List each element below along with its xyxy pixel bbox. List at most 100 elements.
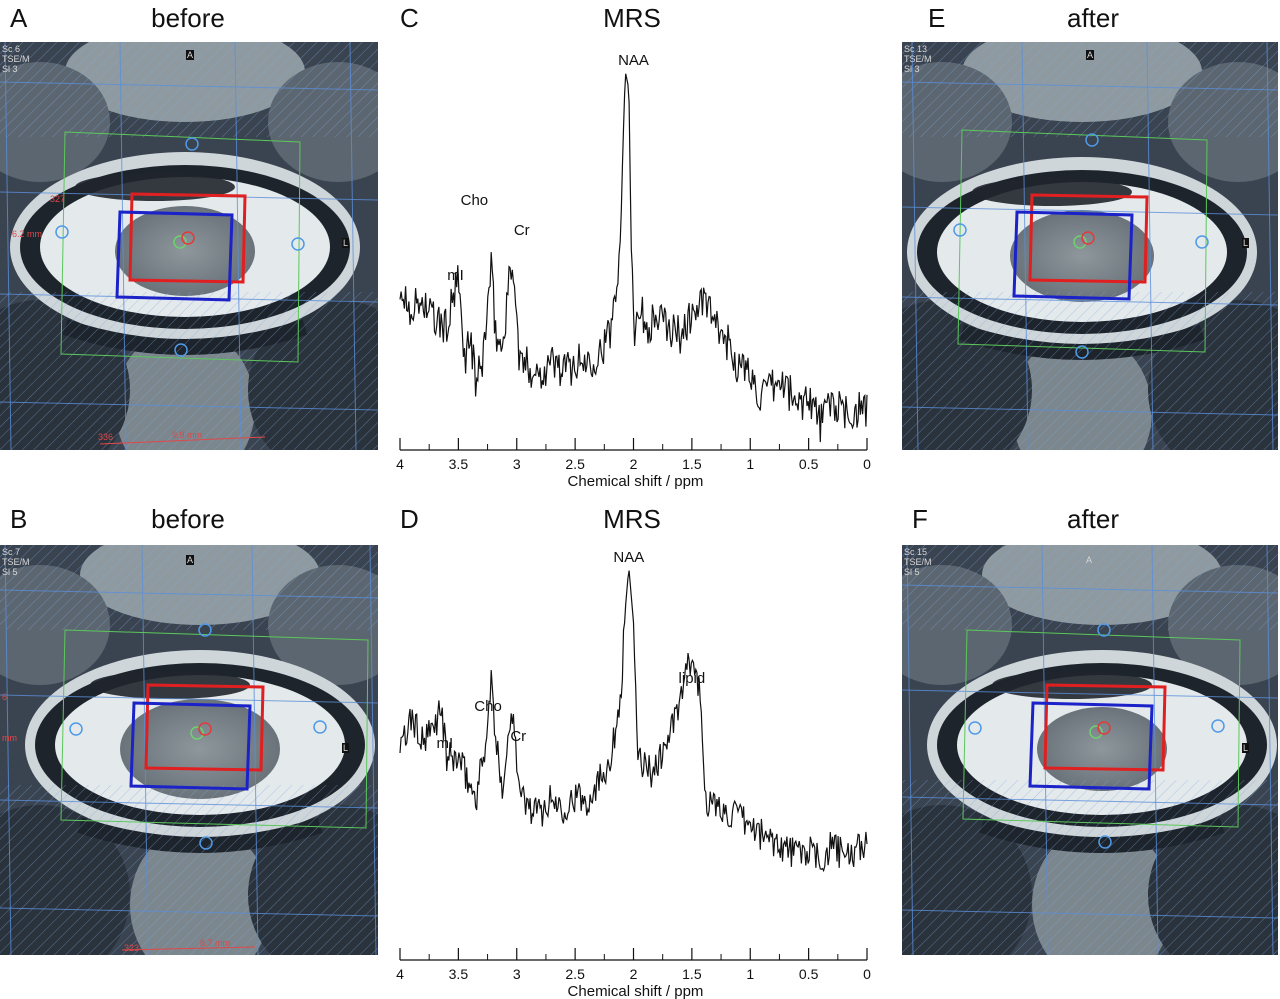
x-tick-label: 3.5: [449, 966, 469, 982]
voxel-center-marker-icon: [1097, 721, 1111, 735]
peak-label: lipid: [679, 670, 706, 687]
planning-marker-icon: [1211, 719, 1225, 733]
spectrum-svg: NAA lipid Cho Cr mI 4 3.5 3 2.5 2 1.5 1 0.5 0 Chemical…: [396, 549, 871, 999]
panel-letter-b: B: [10, 504, 28, 534]
orientation-label-anterior: A: [186, 555, 195, 565]
fov-box: [60, 131, 301, 363]
panel-letter-f: F: [912, 504, 928, 534]
planning-marker-icon: [1097, 623, 1111, 637]
panel-letter-d: D: [400, 504, 419, 534]
x-tick-label: 3: [513, 966, 521, 982]
x-tick-label: 0: [863, 456, 871, 472]
x-tick-label: 2.5: [565, 456, 585, 472]
voxel-center-marker-icon: [1081, 231, 1095, 245]
peak-label: mI: [437, 735, 454, 752]
voxel-box-blue: [129, 701, 252, 791]
peak-label: Cho: [474, 698, 502, 715]
spectrum-series-line: [399, 73, 868, 443]
x-tick-label: 2.5: [565, 966, 585, 982]
fov-box: [60, 629, 369, 829]
measurement-line: [99, 436, 266, 445]
overlay-line-1: Sc 7: [2, 547, 21, 557]
orientation-label-left: L: [342, 238, 350, 248]
planning-marker-icon: [185, 137, 199, 151]
voxel-center-marker-icon: [181, 231, 195, 245]
peak-label: mI: [447, 267, 464, 284]
panel-letter-a: A: [10, 3, 28, 33]
mri-image-a: Sc 6 TSE/M Sl 3 A L 327 6.2 mm 336 9.9 m…: [0, 42, 378, 450]
overlay-line-3: Sl 5: [904, 567, 920, 577]
voxel-box-red: [1028, 193, 1149, 284]
mri-image-e: Sc 13 TSE/M Sl 3 A L: [902, 42, 1278, 450]
x-tick-label: 4: [396, 966, 404, 982]
x-tick-label: 1.5: [682, 966, 702, 982]
mrs-spectrum-d: NAA lipid Cho Cr mI 4 3.5 3 2.5 2 1.5 1 0.5 0 Chemical…: [396, 540, 872, 999]
peak-label: NAA: [618, 52, 649, 69]
x-tick-label: 0.5: [799, 966, 819, 982]
measurement-label: 336: [98, 432, 114, 442]
measurement-label: 6.2 mm: [12, 229, 43, 239]
measurement-label: 323: [124, 943, 140, 953]
measurement-label: 9.9 mm: [172, 430, 203, 440]
planning-marker-icon: [953, 223, 967, 237]
orientation-label-left: L: [1242, 238, 1250, 248]
x-tick-label: 1: [746, 966, 754, 982]
panel-title-f: after: [1066, 504, 1120, 534]
overlay-line-1: Sc 13: [904, 44, 928, 54]
fov-box: [962, 629, 1241, 828]
overlay-line-3: Sl 3: [2, 64, 18, 74]
overlay-line-3: Sl 5: [2, 567, 18, 577]
x-tick-label: 4: [396, 456, 404, 472]
mri-slice-drawing: [0, 42, 378, 450]
mri-slice-drawing: [0, 545, 378, 955]
panel-title-b: before: [151, 504, 225, 534]
planning-marker-icon: [1075, 345, 1089, 359]
voxel-center-marker-icon: [1073, 235, 1087, 249]
mri-image-b: Sc 7 TSE/M Sl 5 A L 6 mm 323 8.7 mm: [0, 545, 378, 955]
fov-box: [957, 129, 1208, 353]
planning-marker-icon: [1195, 235, 1209, 249]
mri-slice-drawing: [902, 42, 1278, 450]
panel-letter-c: C: [400, 3, 419, 33]
planning-marker-icon: [69, 722, 83, 736]
planning-marker-icon: [55, 225, 69, 239]
overlay-line-2: TSE/M: [2, 54, 30, 64]
overlay-line-2: TSE/M: [904, 54, 932, 64]
mri-image-f: Sc 15 TSE/M Sl 5 A L: [902, 545, 1278, 955]
orientation-label-anterior: A: [1086, 50, 1095, 60]
voxel-center-marker-icon: [190, 726, 204, 740]
planning-marker-icon: [198, 623, 212, 637]
peak-label: Cho: [461, 192, 489, 209]
x-axis-label: Chemical shift / ppm: [568, 983, 704, 999]
x-tick-label: 1: [746, 456, 754, 472]
planning-marker-icon: [199, 836, 213, 850]
peak-label: NAA: [613, 549, 644, 566]
orientation-label-left: L: [1242, 743, 1250, 753]
panel-title-c: MRS: [603, 3, 661, 33]
planning-marker-icon: [968, 721, 982, 735]
mrs-spectrum-c: NAA Cho Cr mI 4 3.5 3 2.5 2 1.5 1 0.5 0 Chemical shif…: [396, 40, 872, 492]
x-tick-label: 0.5: [799, 456, 819, 472]
measurement-label: 327: [50, 194, 66, 204]
voxel-box-red: [128, 192, 247, 284]
planning-marker-icon: [174, 343, 188, 357]
overlay-line-2: TSE/M: [904, 557, 932, 567]
planning-marker-icon: [291, 237, 305, 251]
overlay-line-1: Sc 6: [2, 44, 21, 54]
mri-slice-drawing: [902, 545, 1278, 955]
overlay-line-2: TSE/M: [2, 557, 30, 567]
measurement-label: 6: [2, 692, 8, 702]
panel-title-a: before: [151, 3, 225, 33]
voxel-box-blue: [115, 210, 234, 302]
orientation-label-anterior: A: [186, 50, 195, 60]
planning-marker-icon: [313, 720, 327, 734]
x-axis-label: Chemical shift / ppm: [568, 473, 704, 490]
measurement-label: mm: [2, 733, 17, 743]
panel-title-e: after: [1066, 3, 1120, 33]
x-tick-label: 3: [513, 456, 521, 472]
spectrum-series-line: [399, 570, 868, 873]
voxel-box-blue: [1028, 701, 1154, 791]
voxel-center-marker-icon: [173, 235, 187, 249]
voxel-box-red: [1043, 683, 1167, 772]
peak-label: Cr: [514, 222, 530, 239]
